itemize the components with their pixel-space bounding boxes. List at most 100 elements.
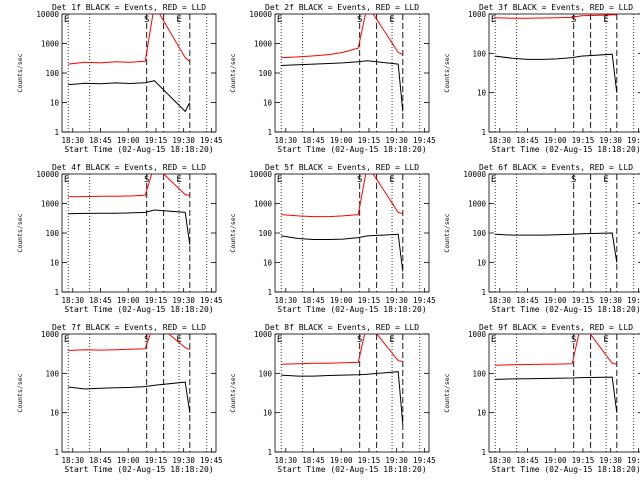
event-marker-label: E [603,175,608,185]
x-tick-label: 19:30 [385,136,408,145]
y-tick-label: 1 [481,448,486,457]
y-tick-label: 1000 [41,200,60,209]
panel-5: Det 5f BLACK = Events, RED = LLD 1 10 100 10… [229,163,436,314]
x-tick-label: 19:00 [330,456,353,465]
y-tick-label: 1 [481,288,486,297]
event-marker-label: S [144,335,149,345]
x-axis-label: Start Time (02-Aug-15 18:18:20) [277,465,426,474]
x-tick-label: 19:00 [544,296,567,305]
y-tick-label: 1 [54,448,59,457]
x-tick-label: 19:30 [599,456,622,465]
event-marker-label: S [571,15,576,25]
y-axis-label: Counts/sec [16,213,24,252]
lld-series-line [281,334,403,365]
x-tick-label: 19:30 [385,456,408,465]
y-tick-label: 100 [472,229,486,238]
y-tick-label: 100 [472,369,486,378]
y-tick-label: 10000 [249,170,272,179]
event-marker-label: E [277,175,282,185]
y-tick-label: 10 [263,259,273,268]
panel-6: Det 6f BLACK = Events, RED = LLD 1 10 100 10… [443,163,640,314]
x-tick-label: 19:15 [358,136,381,145]
panel-1: Det 1f BLACK = Events, RED = LLD 1 10 100 10… [16,3,223,154]
x-tick-label: 18:45 [516,296,539,305]
event-marker-label: E [389,15,394,25]
events-series-line [68,80,191,113]
x-tick-label: 19:00 [117,136,140,145]
x-tick-label: 19:30 [385,296,408,305]
x-tick-label: 19:15 [572,456,595,465]
x-axis-label: Start Time (02-Aug-15 18:18:20) [491,465,640,474]
x-axis-label: Start Time (02-Aug-15 18:18:20) [491,305,640,314]
y-tick-label: 10000 [36,10,59,19]
panel-title: Det 6f BLACK = Events, RED = LLD [479,163,633,172]
y-tick-label: 1000 [468,10,487,19]
panel-8: Det 8f BLACK = Events, RED = LLD 1 10 100 10… [229,323,436,474]
x-tick-label: 19:30 [599,296,622,305]
y-tick-label: 10 [50,99,60,108]
event-marker-label: E [277,335,282,345]
panel-title: Det 3f BLACK = Events, RED = LLD [479,3,633,12]
plot-frame [61,333,217,453]
plot-frame [274,173,430,293]
event-marker-label: S [144,175,149,185]
x-tick-label: 18:45 [89,296,112,305]
x-tick-label: 19:15 [145,296,168,305]
y-tick-label: 1 [267,128,272,137]
event-marker-label: E [491,15,496,25]
plot-frame [274,333,430,453]
x-axis-label: Start Time (02-Aug-15 18:18:20) [277,145,426,154]
panel-4: Det 4f BLACK = Events, RED = LLD 1 10 100 10… [16,163,223,314]
x-axis-label: Start Time (02-Aug-15 18:18:20) [64,465,213,474]
event-marker-label: E [389,335,394,345]
lld-series-line [495,334,617,366]
lld-series-line [495,14,617,19]
y-tick-label: 100 [45,369,59,378]
x-tick-label: 19:45 [200,136,223,145]
y-tick-label: 100 [472,49,486,58]
event-marker-label: S [357,175,362,185]
x-tick-label: 19:15 [572,136,595,145]
panel-title: Det 1f BLACK = Events, RED = LLD [52,3,206,12]
x-tick-label: 19:15 [358,296,381,305]
x-tick-label: 19:15 [145,136,168,145]
y-axis-label: Counts/sec [443,373,451,412]
panel-title: Det 4f BLACK = Events, RED = LLD [52,163,206,172]
lld-series-line [281,174,403,218]
event-marker-label: E [389,175,394,185]
x-tick-label: 19:15 [145,456,168,465]
event-marker-label: E [176,175,181,185]
y-axis-label: Counts/sec [229,213,237,252]
events-series-line [68,381,191,413]
y-axis-label: Counts/sec [229,53,237,92]
y-tick-label: 1000 [254,40,273,49]
y-tick-label: 1000 [468,330,487,339]
x-tick-label: 19:30 [172,456,195,465]
event-marker-label: E [176,15,181,25]
lld-series-line [68,174,190,198]
x-tick-label: 19:30 [172,296,195,305]
x-tick-label: 18:30 [274,456,297,465]
x-tick-label: 18:45 [89,456,112,465]
panel-3: Det 3f BLACK = Events, RED = LLD 1 10 100 10… [443,3,640,154]
event-marker-label: S [571,175,576,185]
x-tick-label: 18:30 [274,136,297,145]
y-tick-label: 10 [477,409,487,418]
y-tick-label: 1 [481,128,486,137]
events-series-line [281,371,404,425]
x-tick-label: 19:45 [627,296,640,305]
x-tick-label: 18:45 [89,136,112,145]
x-tick-label: 19:45 [413,136,436,145]
y-tick-label: 1 [267,448,272,457]
x-axis-label: Start Time (02-Aug-15 18:18:20) [277,305,426,314]
events-series-line [281,233,404,272]
lld-series-line [68,14,191,65]
x-tick-label: 18:45 [516,456,539,465]
event-marker-label: E [64,15,69,25]
x-axis-label: Start Time (02-Aug-15 18:18:20) [64,305,213,314]
x-tick-label: 19:00 [330,136,353,145]
y-axis-label: Counts/sec [16,373,24,412]
x-tick-label: 19:00 [117,296,140,305]
panel-title: Det 5f BLACK = Events, RED = LLD [265,163,419,172]
